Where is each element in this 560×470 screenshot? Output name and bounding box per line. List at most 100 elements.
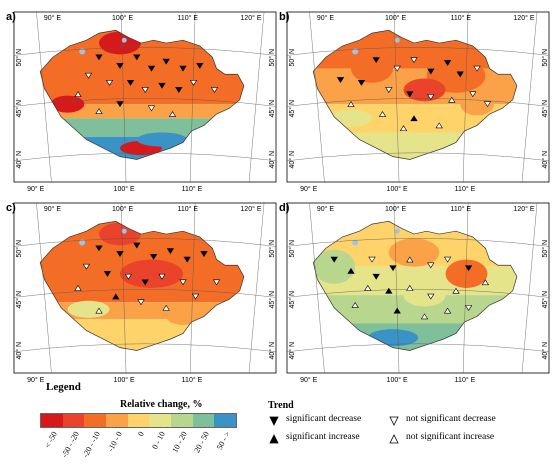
left-latitude-label: 40° N: [15, 342, 23, 360]
not-significant-decrease-marker: [427, 262, 435, 269]
top-longitude-label: 120° E: [240, 205, 261, 213]
bottom-longitude-label: 90° E: [300, 185, 318, 193]
left-latitude-label: 40° N: [288, 342, 296, 360]
trend-label: significant decrease: [286, 414, 362, 424]
right-latitude-label: 45° N: [541, 291, 549, 309]
left-latitude-label: 50° N: [288, 240, 296, 258]
lake: [352, 239, 359, 246]
value-region: [166, 307, 200, 325]
not-significant-decrease-marker: [124, 273, 133, 280]
lake: [352, 48, 359, 55]
value-region: [73, 118, 125, 133]
trend-label: not significant increase: [406, 432, 495, 442]
not-significant-decrease-marker: [368, 256, 376, 263]
not-significant-decrease-marker: [212, 279, 221, 286]
value-region: [40, 118, 244, 137]
not-significant-increase-marker: [95, 307, 103, 314]
value-region: [40, 319, 244, 351]
bottom-longitude-label: 110° E: [182, 376, 203, 384]
top-longitude-label: 120° E: [513, 205, 534, 213]
graticule: [286, 11, 550, 183]
value-region: [99, 222, 141, 246]
not-significant-increase-marker: [443, 307, 452, 314]
left-latitude-label: 40° N: [15, 151, 23, 169]
top-longitude-label: 90° E: [44, 14, 62, 22]
not-significant-increase-marker: [74, 91, 82, 97]
not-significant-increase-marker: [481, 279, 490, 286]
significant-decrease-marker: [406, 91, 414, 98]
significant-decrease-marker: [179, 65, 187, 72]
right-latitude-label: 50° N: [541, 240, 549, 258]
bottom-longitude-label: 100° E: [114, 376, 135, 384]
right-latitude-label: 45° N: [268, 291, 276, 309]
not-significant-increase-marker: [364, 284, 372, 291]
color-swatch: [127, 414, 150, 427]
color-swatch: [214, 414, 237, 427]
not-significant-decrease-marker: [410, 57, 418, 64]
map-panel: d) 90° E 100° E 110° E 120° E 90° E 100° E 110°…: [279, 202, 550, 384]
significant-decrease-marker: [196, 62, 204, 69]
significant-increase-marker: [112, 293, 120, 300]
not-significant-decrease-marker: [464, 305, 473, 311]
not-significant-decrease-marker: [141, 87, 149, 93]
significant-decrease-marker: [116, 62, 124, 69]
panel-frame: [286, 202, 550, 374]
significant-decrease-marker: [427, 68, 435, 75]
not-significant-decrease-marker: [137, 299, 145, 306]
value-region: [351, 54, 393, 83]
not-significant-decrease-marker: [427, 94, 435, 101]
significant-decrease-marker: [133, 54, 141, 61]
panel-label: c): [6, 202, 16, 214]
lake: [79, 48, 86, 55]
significant-decrease-marker: [141, 279, 149, 286]
bottom-longitude-label: 100° E: [114, 185, 135, 193]
top-longitude-label: 100° E: [112, 14, 133, 22]
panel-frame: [13, 11, 277, 183]
not-significant-decrease-marker: [427, 293, 435, 300]
lake: [121, 37, 127, 43]
significant-decrease-marker: [389, 265, 397, 272]
right-latitude-label: 40° N: [541, 342, 549, 360]
top-longitude-label: 110° E: [178, 14, 199, 22]
country-fill: [40, 30, 244, 160]
lake: [394, 37, 400, 43]
left-latitude-label: 45° N: [15, 291, 23, 309]
not-significant-increase-marker: [74, 284, 82, 291]
value-region: [403, 78, 446, 102]
value-region: [99, 31, 141, 55]
not-significant-decrease-marker: [82, 263, 91, 270]
significant-decrease-marker: [95, 245, 103, 252]
color-swatch: [41, 414, 63, 427]
top-longitude-label: 110° E: [451, 14, 472, 22]
scale-title: Relative change, %: [120, 399, 203, 410]
not-significant-increase-marker: [420, 313, 429, 320]
map-panels: a) 90° E 100° E 110° E 120° E 90° E 100° E 110°…: [6, 11, 550, 384]
right-latitude-label: 45° N: [541, 100, 549, 118]
value-region: [313, 249, 356, 284]
country-outline: [312, 29, 518, 160]
open-up-triangle-icon: [389, 434, 399, 444]
top-longitude-label: 100° E: [385, 205, 406, 213]
not-significant-increase-marker: [168, 110, 177, 117]
significant-decrease-marker: [330, 256, 338, 263]
value-region: [313, 132, 517, 160]
significant-decrease-marker: [162, 58, 170, 65]
right-latitude-label: 40° N: [268, 151, 276, 169]
not-significant-decrease-marker: [147, 105, 156, 112]
significant-decrease-marker: [175, 87, 183, 93]
country-outline: [39, 29, 245, 160]
color-swatch: [62, 414, 85, 427]
not-significant-decrease-marker: [393, 65, 401, 72]
bottom-longitude-label: 110° E: [455, 376, 476, 384]
lake: [121, 228, 127, 234]
not-significant-decrease-marker: [385, 87, 393, 93]
not-significant-increase-marker: [351, 301, 359, 308]
left-latitude-label: 50° N: [15, 49, 23, 67]
top-longitude-label: 100° E: [112, 205, 133, 213]
not-significant-decrease-marker: [158, 273, 166, 280]
bottom-longitude-label: 110° E: [182, 185, 203, 193]
value-region: [67, 300, 110, 318]
graticule: [13, 202, 277, 374]
value-region: [136, 132, 188, 147]
significant-increase-marker: [393, 307, 401, 314]
